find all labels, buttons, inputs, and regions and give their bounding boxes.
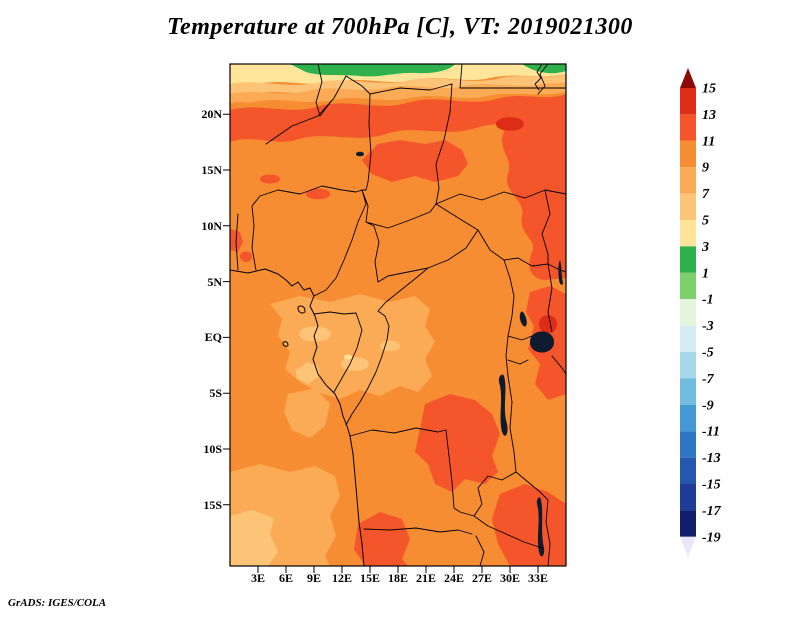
temp-band-7-9-north (230, 82, 566, 104)
colorbar: 15 13 11 9 7 5 3 1 -1 -3 -5 -7 -9 -11 -1… (680, 68, 722, 557)
lat-label-10n: 10N (201, 219, 222, 233)
lat-label-20n: 20N (201, 107, 222, 121)
colorbar-label-13: 13 (702, 108, 716, 123)
colorbar-label-9: 9 (702, 161, 709, 176)
colorbar-label-m17: -17 (702, 504, 722, 519)
lon-label-6e: 6E (278, 571, 293, 585)
colorbar-label-m7: -7 (702, 372, 715, 387)
colorbar-label-3: 3 (701, 240, 709, 255)
colorbar-seg-13-15 (680, 88, 696, 115)
colorbar-arrow-bottom (680, 536, 696, 557)
temp-regions-11-13 (230, 94, 566, 566)
colorbar-seg-m19-m17 (680, 510, 696, 537)
coastline (230, 268, 365, 566)
colorbar-label-5: 5 (702, 214, 709, 229)
lat-label-10s: 10S (203, 442, 222, 456)
lat-label-eq: EQ (204, 330, 222, 344)
colorbar-seg-3-5 (680, 220, 696, 247)
lat-label-15n: 15N (201, 163, 222, 177)
colorbar-label-1: 1 (702, 266, 709, 281)
colorbar-label-m5: -5 (702, 346, 714, 361)
lon-label-12e: 12E (331, 571, 352, 585)
colorbar-seg-m15-m13 (680, 457, 696, 484)
colorbar-seg-m3-m1 (680, 299, 696, 326)
colorbar-seg-m11-m9 (680, 404, 696, 432)
colorbar-label-11: 11 (702, 134, 715, 149)
page-title: Temperature at 700hPa [C], VT: 201902130… (167, 14, 633, 40)
lon-label-24e: 24E (443, 571, 464, 585)
colorbar-seg-m17-m15 (680, 484, 696, 511)
country-borders (235, 64, 566, 566)
colorbar-seg-m5-m3 (680, 325, 696, 352)
colorbar-seg-9-11 (680, 140, 696, 168)
colorbar-arrow-top (680, 68, 696, 88)
colorbar-seg-m9-m7 (680, 378, 696, 405)
lon-label-27e: 27E (471, 571, 492, 585)
colorbar-label-m19: -19 (702, 530, 721, 545)
colorbar-label-15: 15 (702, 82, 716, 97)
grads-credit: GrADS: IGES/COLA (8, 597, 107, 609)
lon-ticks (257, 566, 539, 573)
colorbar-seg-m1-1 (680, 272, 696, 300)
temp-regions-7-9-equator (230, 294, 435, 566)
lon-label-30e: 30E (499, 571, 520, 585)
colorbar-label-m13: -13 (702, 451, 721, 466)
colorbar-label-m15: -15 (702, 478, 721, 493)
colorbar-seg-11-13 (680, 114, 696, 141)
lat-label-5n: 5N (207, 275, 222, 289)
lon-label-18e: 18E (387, 571, 408, 585)
temp-regions-5-7-equator (230, 326, 400, 566)
colorbar-seg-7-9 (680, 167, 696, 194)
colorbar-label-m9: -9 (702, 398, 714, 413)
lon-label-9e: 9E (306, 571, 321, 585)
lon-label-15e: 15E (359, 571, 380, 585)
lon-label-21e: 21E (415, 571, 436, 585)
temperature-field (230, 64, 566, 566)
temp-regions-1-3-green (290, 64, 566, 77)
lat-label-15s: 15S (203, 498, 222, 512)
lon-label-33e: 33E (527, 571, 548, 585)
lat-ticks (223, 113, 230, 506)
colorbar-seg-5-7 (680, 193, 696, 220)
colorbar-seg-1-3 (680, 246, 696, 273)
lat-label-5s: 5S (209, 386, 222, 400)
colorbar-label-m11: -11 (702, 425, 720, 440)
map-plot (223, 63, 567, 573)
temp-regions-3-5-equator (344, 354, 352, 360)
colorbar-label-m3: -3 (702, 319, 714, 334)
colorbar-label-m1: -1 (702, 293, 714, 308)
lon-label-3e: 3E (250, 571, 265, 585)
colorbar-label-7: 7 (702, 187, 710, 202)
colorbar-seg-m7-m5 (680, 352, 696, 379)
colorbar-seg-m13-m11 (680, 431, 696, 458)
